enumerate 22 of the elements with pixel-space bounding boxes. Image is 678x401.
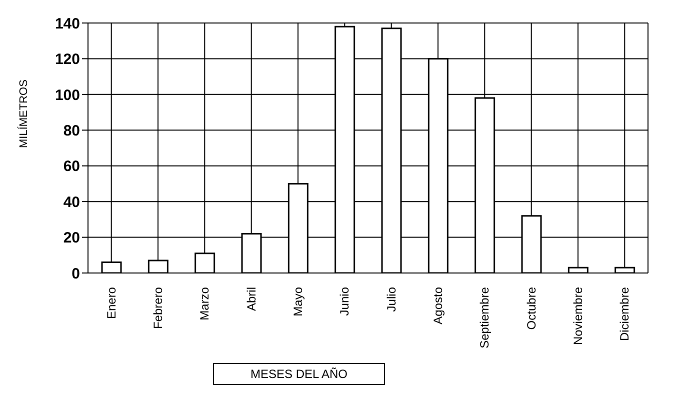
y-tick-label: 100	[54, 86, 80, 104]
y-tick-label: 140	[54, 15, 80, 32]
y-tick-label: 40	[63, 194, 80, 211]
x-tick-label: Agosto	[431, 286, 445, 324]
y-tick-label: 20	[63, 230, 80, 247]
x-tick-label: Abril	[244, 287, 258, 312]
y-tick-label: 80	[63, 122, 80, 140]
x-tick-label: Octubre	[524, 286, 538, 330]
x-tick-label: Julio	[384, 286, 398, 312]
x-tick-label: Enero	[104, 286, 118, 320]
x-tick-label: Junio	[338, 286, 352, 316]
x-tick-label: Febrero	[151, 286, 165, 330]
x-tick-label: Noviembre	[571, 286, 585, 346]
x-tick-label: Marzo	[198, 286, 212, 320]
y-axis-title: MILÍMETROS	[16, 80, 30, 148]
y-tick-label: 0	[72, 265, 80, 282]
x-axis-title: MESES DEL AÑO	[213, 363, 385, 385]
x-tick-label: Mayo	[291, 286, 305, 316]
x-tick-label: Septiembre	[478, 286, 492, 348]
y-tick-label: 120	[54, 51, 80, 68]
x-tick-label: Diciembre	[618, 286, 632, 342]
y-tick-label: 60	[63, 158, 80, 176]
